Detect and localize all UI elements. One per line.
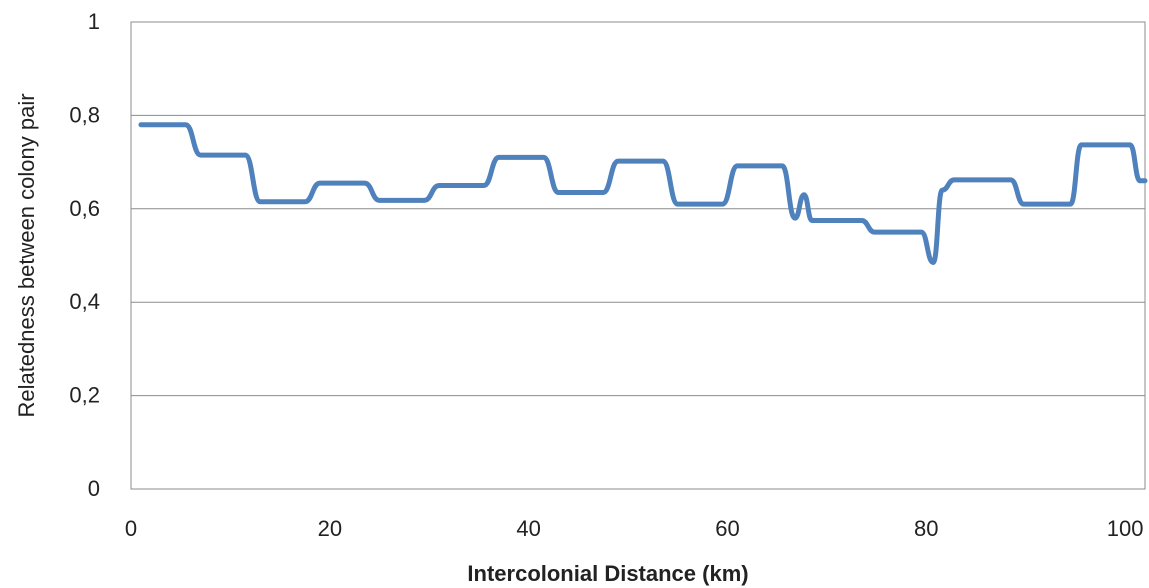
plot-area (130, 21, 1146, 490)
y-tick-label: 0,2 (69, 383, 100, 408)
x-tick-label: 80 (914, 516, 938, 541)
gridlines (131, 21, 1145, 490)
x-tick-label: 60 (715, 516, 739, 541)
x-tick-label: 0 (125, 516, 137, 541)
series-line (138, 122, 1148, 266)
y-tick-label: 1 (88, 9, 100, 34)
x-tick-label: 100 (1107, 516, 1144, 541)
y-tick-label: 0 (88, 476, 100, 501)
x-axis-ticks: 0 20 40 60 80 100 (125, 516, 1144, 541)
y-tick-label: 0,6 (69, 196, 100, 221)
y-tick-label: 0,8 (69, 102, 100, 127)
y-axis-ticks: 0 0,2 0,4 0,6 0,8 1 (69, 9, 100, 501)
x-tick-label: 20 (318, 516, 342, 541)
y-axis-title: Relatedness between colony pair (14, 93, 39, 417)
x-tick-label: 40 (516, 516, 540, 541)
x-axis-title: Intercolonial Distance (km) (467, 561, 748, 586)
series-layer (138, 122, 1148, 266)
y-tick-label: 0,4 (69, 289, 100, 314)
